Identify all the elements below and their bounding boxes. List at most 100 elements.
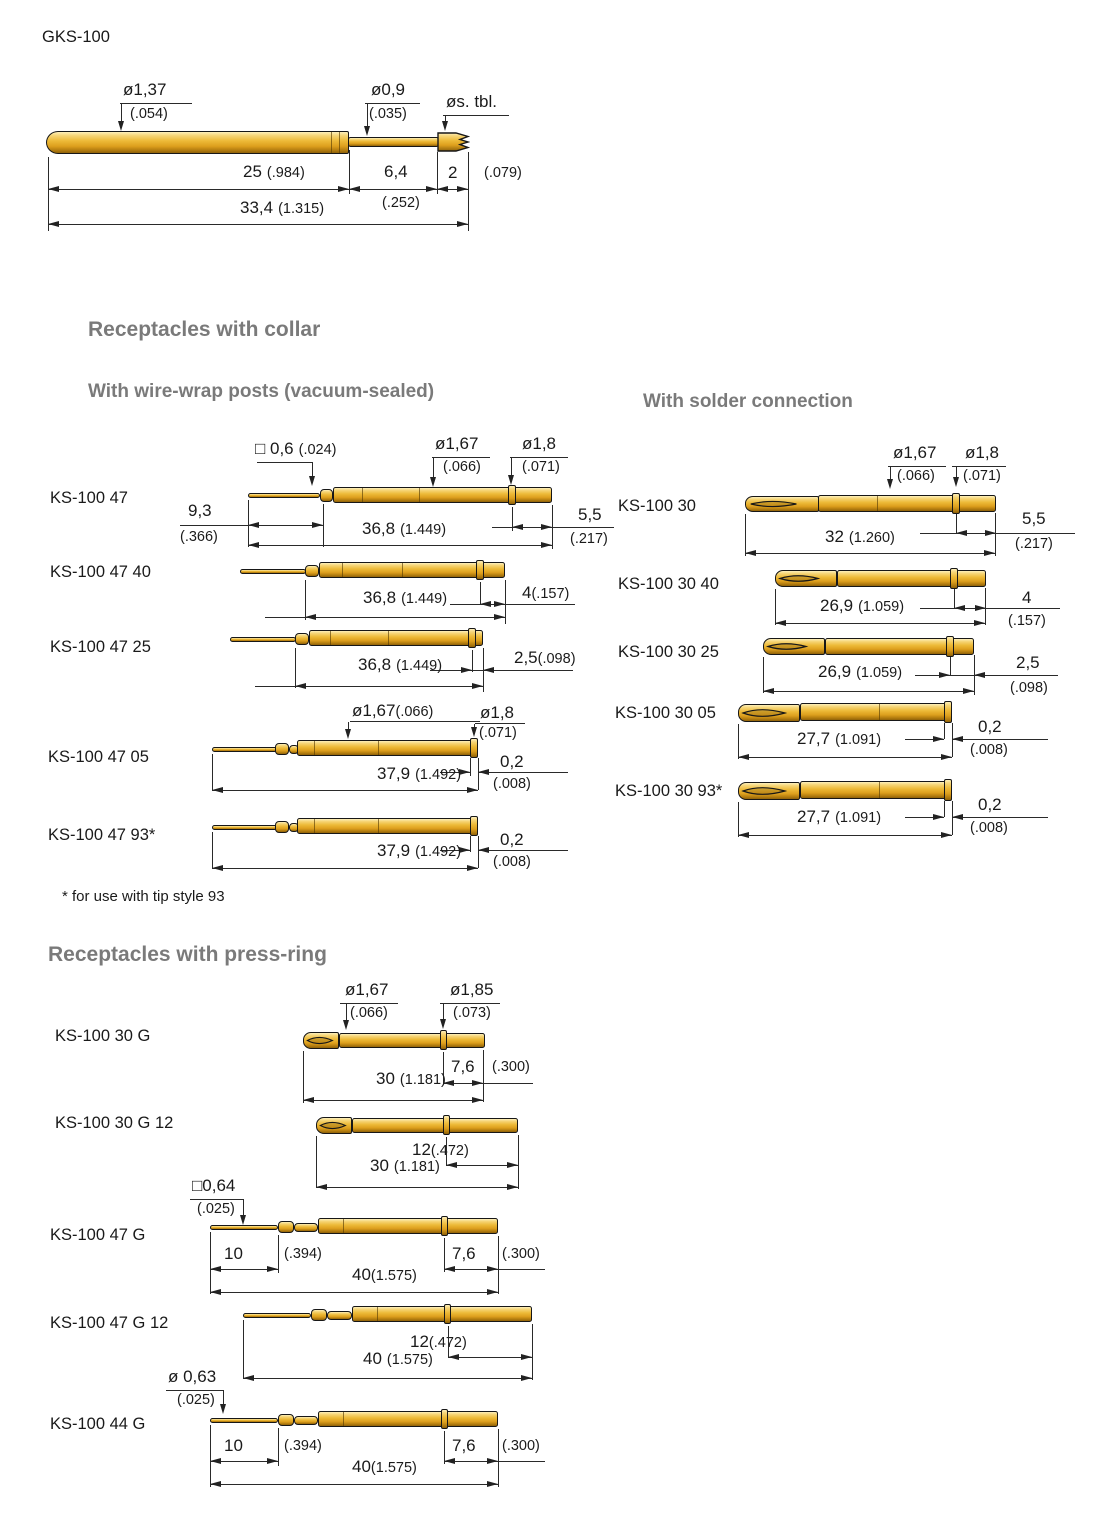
arrowhead-right: [467, 787, 478, 793]
probe-solder-cup: [775, 570, 837, 587]
dim-tail-inch: (.008): [970, 820, 1008, 836]
dimension-line: [738, 835, 952, 837]
extension-line: [738, 802, 740, 837]
dim-body-len: 30 (1.181): [376, 1069, 446, 1089]
arrowhead-right: [472, 1097, 483, 1103]
extension-line: [349, 150, 351, 194]
probe-body: [837, 570, 986, 587]
dim-body-len: 32 (1.260): [825, 527, 895, 547]
dim-dia1: ø1,67: [893, 443, 937, 462]
probe-body: [297, 740, 478, 756]
arrowhead-left: [478, 769, 489, 775]
dim-inch-text: (1.492): [415, 767, 462, 783]
gks-len3-inch: (.079): [484, 165, 522, 181]
dim-inch-text: (1.449): [396, 658, 443, 674]
arrowhead-left: [738, 832, 749, 838]
arrowhead-left: [974, 672, 985, 678]
extension-line: [532, 1324, 534, 1380]
arrowhead-right: [941, 832, 952, 838]
dim-tail: 0,2: [978, 717, 1002, 736]
row-label-ks100-47-25: KS-100 47 25: [50, 638, 151, 656]
dimension-line: [492, 527, 614, 529]
gks-probe-plunger: [348, 137, 439, 147]
dim-text: [743, 710, 785, 717]
arrowhead-left: [349, 186, 360, 192]
dimension-line: [210, 1461, 278, 1463]
dim-dia-inch: (.025): [177, 1392, 215, 1408]
extension-line: [498, 1429, 500, 1487]
dimension-line: [745, 553, 995, 555]
probe-seam: [343, 1412, 345, 1426]
probe-wire-post: [243, 1313, 311, 1318]
arrowhead-left: [483, 667, 494, 673]
dim-dia2-inch: (.071): [479, 725, 517, 741]
probe-solder-cup: [738, 782, 800, 800]
probe-body: [352, 1306, 532, 1322]
probe-bead: [311, 1309, 327, 1321]
row-label-ks100-47-40: KS-100 47 40: [50, 563, 151, 581]
probe-press-ring: [443, 1115, 450, 1135]
dimension-line: [210, 1484, 498, 1486]
probe-seam: [378, 741, 380, 755]
dim-tail-inch: (.008): [493, 854, 531, 870]
dimension-line: [905, 817, 944, 819]
extension-line: [763, 657, 765, 693]
dim-inch-text: (1.059): [858, 599, 905, 615]
arrowhead-left: [763, 688, 774, 694]
dim-text: 37,9: [377, 764, 411, 783]
extension-line: [243, 1320, 245, 1378]
probe-body: [825, 638, 974, 655]
dim-dia2: ø1,85: [450, 980, 494, 999]
dimension-line: [905, 739, 944, 741]
dim-inch-text: (.984): [266, 165, 305, 181]
dimension-line: [257, 462, 313, 464]
dim-inch-text: (1.492): [415, 844, 462, 860]
dim-tail: 7,6: [452, 1436, 476, 1455]
arrowhead-right: [541, 524, 552, 530]
extension-line: [950, 657, 952, 676]
dim-text: 2,5: [514, 648, 538, 667]
dim-tail-inch: (.217): [570, 531, 608, 547]
probe-bead: [275, 821, 289, 833]
probe-seam: [339, 132, 341, 153]
arrowhead-down: [364, 126, 370, 136]
arrowhead-right: [933, 814, 944, 820]
probe-body: [818, 495, 996, 512]
probe-press-ring: [441, 1409, 448, 1429]
arrowhead-right: [984, 550, 995, 556]
dimension-line: [440, 772, 470, 774]
dim-tail-inch: (.157): [1008, 613, 1046, 629]
extension-line: [248, 500, 250, 547]
dim-text: 36,8: [363, 588, 397, 607]
arrowhead-left: [775, 620, 786, 626]
arrowhead-left: [248, 522, 259, 528]
heading-receptacles-collar: Receptacles with collar: [88, 318, 321, 341]
dimension-line: [212, 868, 478, 870]
arrowhead-right: [459, 769, 470, 775]
dim-body-len: 37,9 (1.492): [377, 764, 462, 784]
dim-tail: 7,6: [452, 1244, 476, 1263]
probe-solder-cup: [763, 638, 825, 655]
arrowhead-left: [295, 683, 306, 689]
extension-line: [295, 648, 297, 688]
dim-tail: 0,2: [500, 830, 524, 849]
probe-wire-post: [240, 569, 306, 574]
dim-dia1: ø1,67: [435, 434, 479, 453]
gks-dia1-inch: (.054): [130, 106, 168, 122]
dim-dia1: ø1,67: [345, 980, 389, 999]
dimension-line: [48, 224, 468, 226]
dim-tail: 2,5: [1016, 653, 1040, 672]
heading-wirewrap: With wire-wrap posts (vacuum-sealed): [88, 381, 435, 402]
arrowhead-left: [444, 1266, 455, 1272]
dim-tail: 4: [1022, 588, 1032, 607]
extension-line: [348, 722, 350, 730]
dim-dia2: ø1,8: [480, 703, 515, 722]
probe-wire-post: [248, 493, 320, 498]
dim-text: [437, 132, 470, 152]
extension-line: [468, 152, 470, 231]
probe-press-ring: [441, 1216, 448, 1236]
extension-line: [483, 1050, 485, 1102]
extension-line: [956, 514, 958, 534]
dim-body-len: 37,9 (1.492): [377, 841, 462, 861]
dimension-line: [166, 1390, 224, 1392]
